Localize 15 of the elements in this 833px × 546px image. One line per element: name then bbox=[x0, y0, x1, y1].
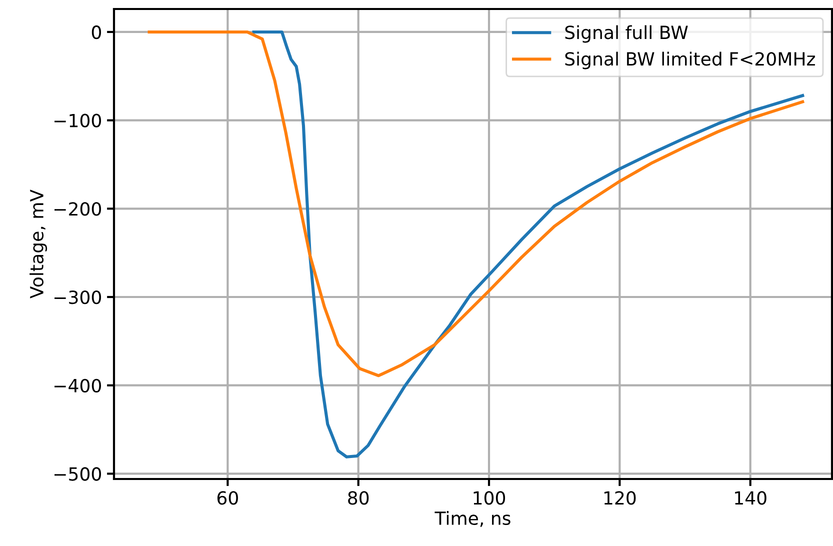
y-axis-title: Voltage, mV bbox=[30, 190, 48, 298]
legend-label: Signal BW limited F<20MHz bbox=[565, 52, 815, 70]
legend-label: Signal full BW bbox=[565, 25, 688, 43]
y-tick-label: 0 bbox=[92, 25, 101, 40]
x-tick-label: 140 bbox=[735, 491, 766, 505]
y-tick-label: −400 bbox=[54, 378, 101, 392]
y-tick-label: −300 bbox=[54, 290, 101, 304]
x-tick-label: 80 bbox=[348, 491, 369, 505]
y-tick-label: −200 bbox=[54, 202, 101, 216]
y-tick-label: −500 bbox=[54, 467, 101, 481]
x-tick-label: 60 bbox=[217, 491, 238, 505]
x-tick-label: 120 bbox=[604, 491, 636, 505]
y-tick-label: −100 bbox=[54, 114, 101, 128]
x-tick-label: 100 bbox=[474, 491, 506, 505]
x-axis-title: Time, ns bbox=[434, 511, 510, 527]
